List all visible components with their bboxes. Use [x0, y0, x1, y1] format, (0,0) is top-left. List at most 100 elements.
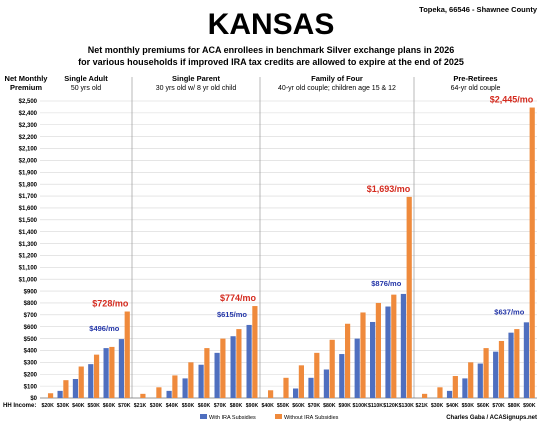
x-tick-label: $21K	[134, 403, 147, 409]
group-title: Family of Four	[311, 74, 363, 83]
label-without-ira: $1,693/mo	[367, 184, 411, 194]
x-tick-label: $50K	[277, 403, 290, 409]
x-tick-labels: $20K $30K $40K $50K $60K $70K $21K $30K $40K $50K…	[41, 403, 535, 409]
x-tick-label: $90K	[523, 403, 536, 409]
y-tick-labels: $0 $100 $200 $300 $400 $500 $600 $700 $800 $900 $1…	[19, 99, 38, 402]
bar-without-ira	[468, 362, 474, 398]
bar-layer	[47, 107, 535, 398]
label-with-ira: $876/mo	[371, 279, 401, 288]
bar-with-ira	[166, 390, 172, 398]
x-tick-label: $90K	[246, 403, 259, 409]
bar-without-ira	[93, 354, 100, 398]
bar-without-ira	[421, 393, 428, 398]
y-tick-label: $1,300	[19, 242, 38, 248]
x-tick-label: $20K	[41, 403, 54, 409]
bar-with-ira	[323, 369, 329, 398]
x-tick-label: $50K	[462, 403, 475, 409]
y-tick-label: $1,900	[19, 170, 38, 176]
x-tick-label: $30K	[150, 403, 163, 409]
bar-without-ira	[298, 365, 304, 398]
bar-without-ira	[375, 302, 381, 398]
x-tick-label: $90K	[338, 403, 351, 409]
x-tick-label: $40K	[446, 403, 459, 409]
bar-without-ira	[252, 306, 258, 398]
bar-without-ira	[172, 375, 178, 398]
legend-label-with-ira: With IRA Subsidies	[209, 415, 256, 421]
bar-with-ira	[308, 377, 314, 398]
chart-title: KANSAS	[208, 8, 335, 41]
bar-with-ira	[493, 351, 499, 398]
y-tick-label: $900	[24, 289, 38, 295]
bar-without-ira	[514, 329, 520, 398]
grid-layer	[40, 77, 537, 399]
label-with-ira: $496/mo	[89, 324, 119, 333]
bar-without-ira	[329, 339, 335, 398]
bar-with-ira	[246, 324, 252, 398]
y-axis-label-line-1: Net Monthly	[5, 74, 49, 83]
bar-with-ira	[462, 378, 468, 398]
y-tick-label: $1,700	[19, 194, 38, 200]
group-title: Single Parent	[172, 74, 220, 83]
bar-with-ira	[477, 363, 483, 398]
bar-with-ira	[354, 338, 360, 398]
bar-with-ira	[400, 293, 406, 398]
bar-without-ira	[220, 338, 226, 398]
x-tick-label: $100K	[352, 403, 368, 409]
y-tick-label: $1,800	[19, 182, 38, 188]
bar-without-ira	[314, 352, 320, 398]
bar-without-ira	[78, 366, 84, 398]
bar-without-ira	[124, 311, 130, 398]
y-tick-label: $700	[24, 313, 38, 319]
subtitle-line-1: Net monthly premiums for ACA enrollees i…	[88, 45, 454, 55]
bar-without-ira	[156, 387, 162, 398]
x-tick-label: $60K	[292, 403, 305, 409]
bar-without-ira	[498, 340, 505, 398]
data-labels: $728/mo $496/mo $774/mo $615/mo $1,693/mo $87…	[89, 95, 534, 334]
x-axis-label: HH Income:	[3, 403, 36, 409]
group-subtitle: 50 yrs old	[71, 85, 101, 92]
bar-without-ira	[236, 329, 242, 398]
y-tick-label: $1,000	[19, 277, 38, 283]
group-title: Single Adult	[64, 74, 108, 83]
y-tick-label: $2,200	[19, 135, 38, 141]
bar-without-ira	[204, 348, 210, 398]
x-tick-label: $80K	[508, 403, 521, 409]
group-subtitle: 40-yr old couple; children age 15 & 12	[278, 85, 396, 92]
y-tick-label: $200	[24, 372, 38, 378]
bar-with-ira	[103, 348, 109, 398]
group-titles: Single Adult 50 yrs old Single Parent 30 yr…	[64, 74, 500, 92]
bar-without-ira	[63, 380, 69, 398]
bar-without-ira	[483, 348, 489, 398]
y-tick-label: $500	[24, 337, 38, 343]
bar-with-ira	[182, 378, 188, 398]
x-tick-label: $21K	[415, 403, 428, 409]
legend-swatch-without-ira	[275, 414, 282, 419]
x-tick-label: $60K	[477, 403, 490, 409]
y-tick-label: $1,600	[19, 206, 38, 212]
x-tick-label: $30K	[57, 403, 70, 409]
label-without-ira: $774/mo	[220, 293, 257, 303]
y-tick-label: $600	[24, 325, 38, 331]
y-tick-label: $1,400	[19, 230, 38, 236]
bar-with-ira	[339, 354, 345, 398]
bar-without-ira	[452, 376, 458, 398]
bar-with-ira	[293, 388, 299, 398]
x-tick-label: $40K	[166, 403, 179, 409]
label-without-ira: $2,445/mo	[490, 95, 534, 105]
bar-without-ira	[360, 312, 366, 398]
x-tick-label: $120K	[383, 403, 399, 409]
bar-with-ira	[88, 364, 94, 398]
y-tick-label: $2,300	[19, 123, 38, 129]
bar-with-ira	[118, 339, 125, 398]
y-tick-label: $1,500	[19, 218, 38, 224]
bar-without-ira	[140, 393, 146, 398]
location-label: Topeka, 66546 - Shawnee County	[419, 5, 538, 14]
x-tick-label: $30K	[431, 403, 444, 409]
y-tick-label: $2,000	[19, 159, 38, 165]
x-tick-label: $110K	[368, 403, 383, 409]
bar-without-ira	[283, 377, 289, 398]
bar-with-ira	[72, 378, 79, 398]
y-tick-label: $400	[24, 349, 38, 355]
subtitle-line-2: for various households if improved IRA t…	[78, 57, 464, 67]
